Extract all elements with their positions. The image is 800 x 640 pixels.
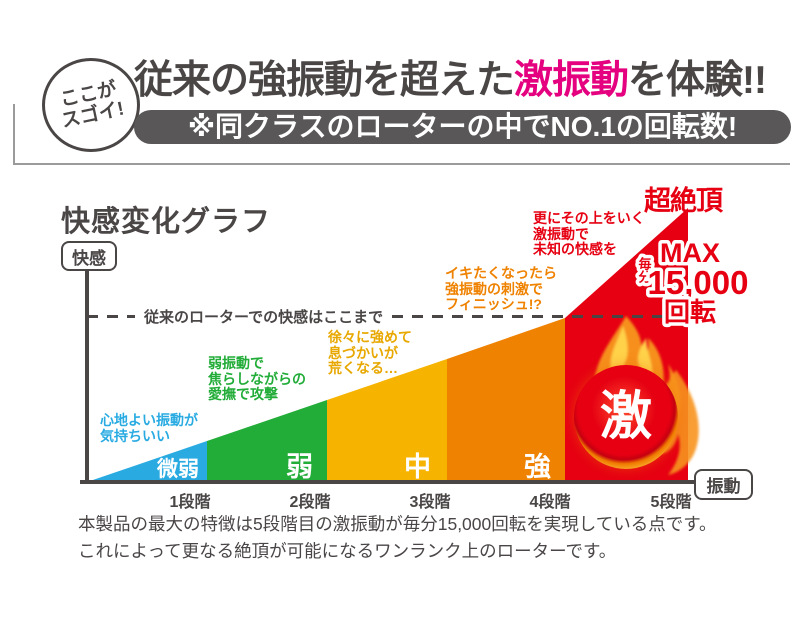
bar-label-4: 強 xyxy=(524,452,551,482)
threshold-label: 従来のローターでの快感はここまで xyxy=(144,309,384,326)
footer-line-1: 本製品の最大の特徴は5段階目の激振動が毎分15,000回転を実現している点です。 xyxy=(78,514,717,534)
threshold-dash-left xyxy=(87,314,135,319)
x-tick-4: 4段階 xyxy=(529,494,571,511)
geki-label: 激 xyxy=(599,388,652,446)
annotation-line: 強振動の刺激で xyxy=(445,280,543,297)
main-headline: 従来の強振動を超えた激振動を体験!! xyxy=(134,58,794,104)
x-tick-2: 2段階 xyxy=(289,494,331,511)
x-tick-3: 3段階 xyxy=(409,494,451,511)
y-axis-label-box: 快感 xyxy=(61,241,117,271)
annotation-line: 徐々に強めて xyxy=(328,329,412,345)
annotation-stage-2: 弱振動で 焦らしながらの 愛撫で攻撃 xyxy=(208,355,306,403)
annotation-line: 心地よい振動が xyxy=(100,412,198,428)
annotation-stage-1: 心地よい振動が 気持ちいい xyxy=(100,412,198,444)
x-tick-5: 5段階 xyxy=(650,494,692,511)
bar-label-3: 中 xyxy=(404,452,431,482)
annotation-line: イキたくなったら xyxy=(445,265,557,281)
bar-label-1: 微弱 xyxy=(157,458,199,481)
y-axis-label: 快感 xyxy=(72,248,106,268)
x-axis-label-box: 振動 xyxy=(694,469,753,500)
max-unit: 回転 xyxy=(664,297,716,327)
x-tick-1: 1段階 xyxy=(169,494,211,511)
subheadline-pill: ※同クラスのローターの中でNO.1の回転数! xyxy=(134,110,791,144)
annotation-line: 愛撫で攻撃 xyxy=(208,386,278,402)
y-axis-line xyxy=(85,266,89,482)
section-divider-vertical xyxy=(13,104,15,165)
chart-title: 快感変化グラフ xyxy=(61,206,272,238)
headline-pre: 従来の強振動を超えた xyxy=(134,59,515,102)
annotation-line: 荒くなる… xyxy=(328,360,398,376)
annotation-stage-3: 徐々に強めて 息づかいが 荒くなる… xyxy=(328,329,412,377)
annotation-line: 気持ちいい xyxy=(100,427,170,444)
section-divider-horizontal xyxy=(13,163,790,165)
annotation-stage-4: イキたくなったら 強振動の刺激で フィニッシュ!? xyxy=(445,265,557,313)
max-value: 15,000 xyxy=(648,264,749,301)
annotation-line: 息づかいが xyxy=(328,344,398,361)
threshold-dash-right xyxy=(392,314,688,319)
footer-line-2: これによって更なる絶頂が可能になるワンランク上のローターです。 xyxy=(78,541,617,561)
headline-highlight: 激振動 xyxy=(514,59,629,102)
highlight-badge-text: ここが スゴイ! xyxy=(56,78,127,133)
x-axis-line xyxy=(80,480,695,484)
max-rpm-badge: MAX 毎分 15,000 回転 xyxy=(633,235,752,331)
annotation-line: 更にその上をいく xyxy=(533,210,645,226)
footer-description: 本製品の最大の特徴は5段階目の激振動が毎分15,000回転を実現している点です。… xyxy=(78,511,716,565)
geki-max-stage-badge: 激 xyxy=(574,365,678,469)
bar-label-2: 弱 xyxy=(286,452,313,482)
highlight-badge: ここが スゴイ! xyxy=(42,58,140,152)
headline-post: を体験!! xyxy=(628,59,767,102)
threshold-dashed-line: 従来のローターでの快感はここまで xyxy=(87,306,688,327)
annotation-line: フィニッシュ!? xyxy=(445,296,542,312)
annotation-line: 焦らしながらの xyxy=(208,370,306,387)
x-axis-label: 振動 xyxy=(706,477,741,496)
peak-label: 超絶頂 xyxy=(644,186,723,216)
annotation-line: 弱振動で xyxy=(208,355,264,371)
